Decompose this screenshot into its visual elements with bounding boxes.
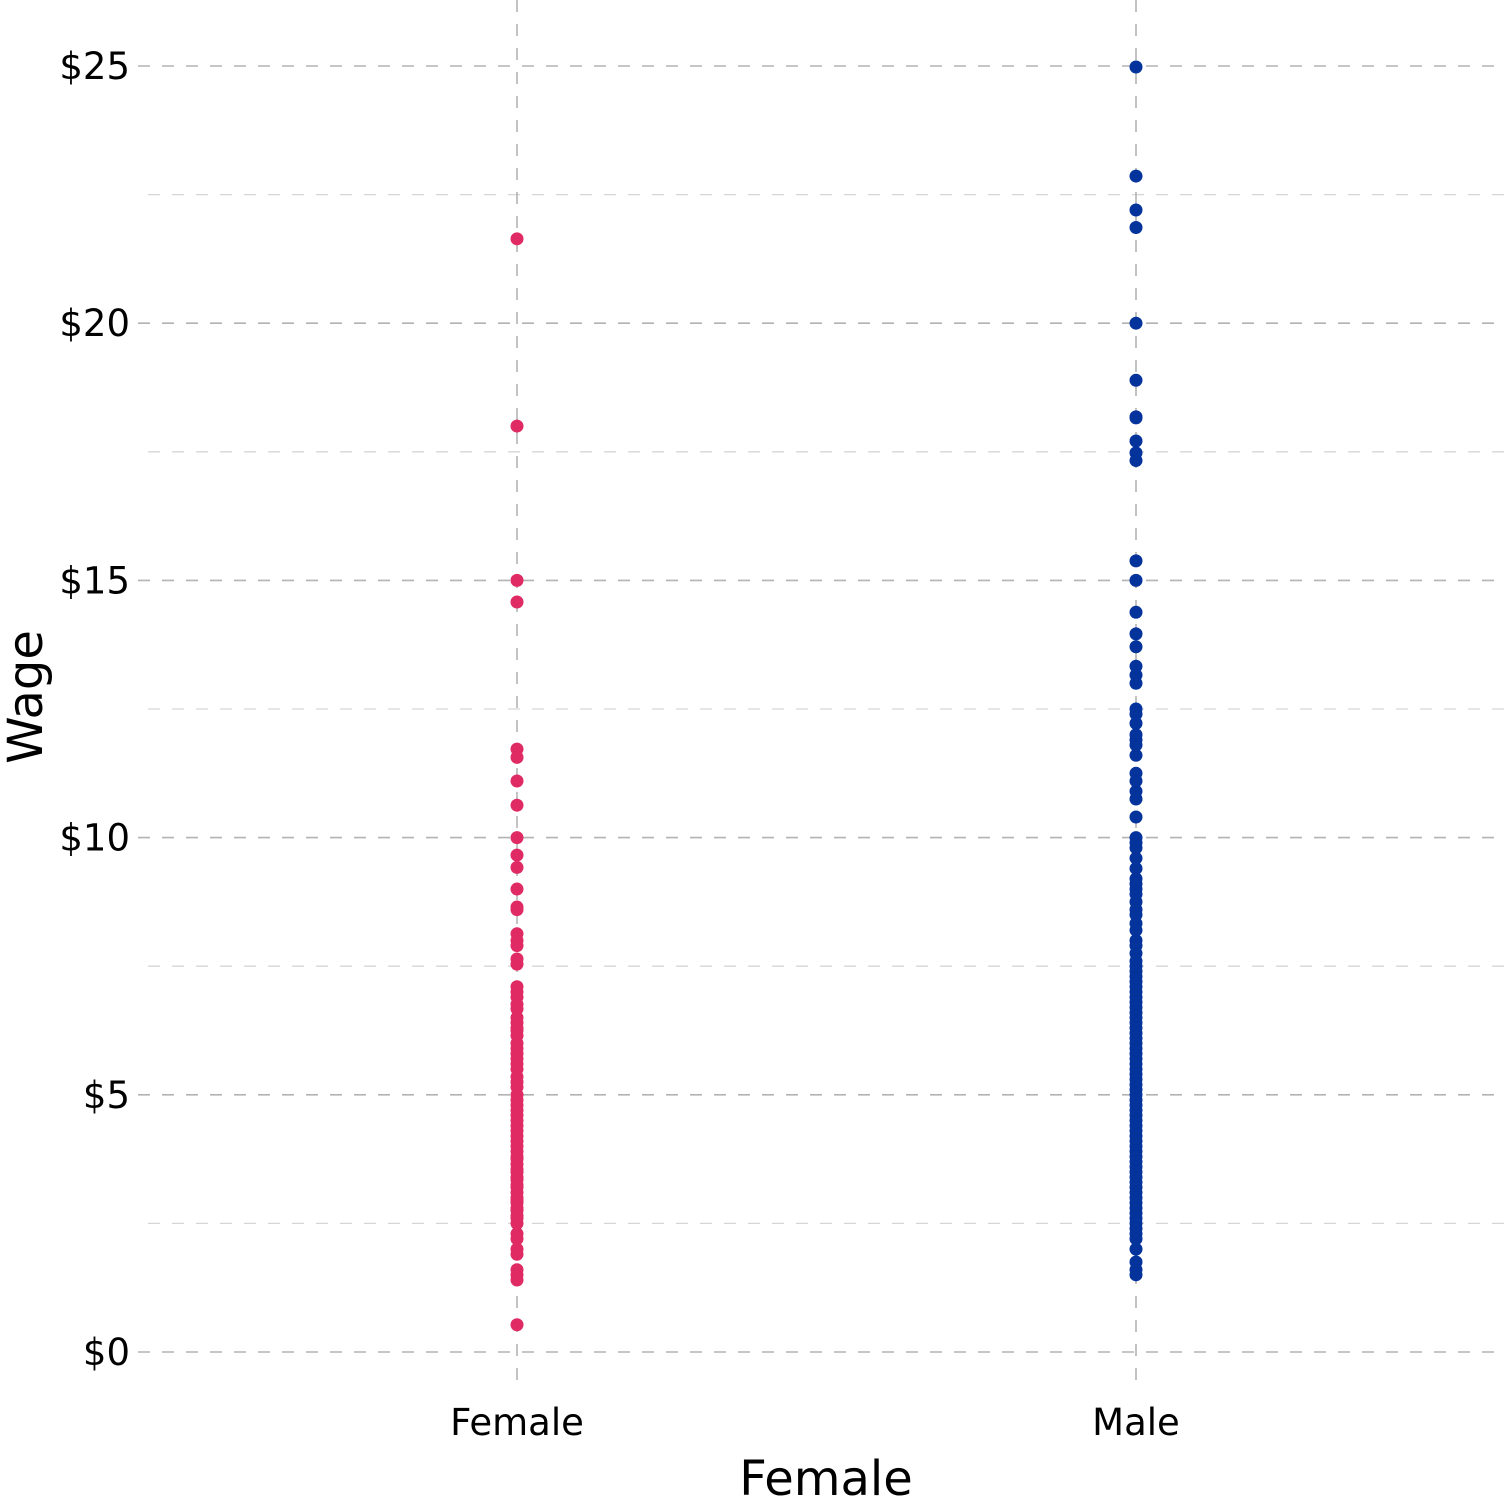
data-point-female bbox=[510, 1232, 524, 1246]
data-point-male bbox=[1129, 203, 1143, 217]
data-point-male bbox=[1129, 923, 1143, 937]
data-point-male bbox=[1129, 627, 1143, 641]
data-point-female bbox=[510, 1318, 524, 1332]
data-points bbox=[510, 60, 1143, 1332]
data-point-female bbox=[510, 419, 524, 433]
y-tick-label: $10 bbox=[59, 817, 130, 860]
data-point-female bbox=[510, 1273, 524, 1287]
x-tick-label-female: Female bbox=[450, 1401, 584, 1444]
y-tick-label: $0 bbox=[83, 1331, 130, 1374]
data-point-male bbox=[1129, 573, 1143, 587]
data-point-male bbox=[1129, 605, 1143, 619]
data-point-male bbox=[1129, 454, 1143, 468]
data-point-male bbox=[1129, 1242, 1143, 1256]
data-point-male bbox=[1129, 707, 1143, 721]
x-tick-label-male: Male bbox=[1092, 1401, 1180, 1444]
data-point-female bbox=[510, 848, 524, 862]
x-axis-tick-labels: Female Male bbox=[450, 1401, 1180, 1444]
data-point-female bbox=[510, 860, 524, 874]
data-point-male bbox=[1129, 1232, 1143, 1246]
data-point-male bbox=[1129, 411, 1143, 425]
data-point-male bbox=[1129, 221, 1143, 235]
y-tick-label: $5 bbox=[83, 1074, 130, 1117]
data-point-male bbox=[1129, 748, 1143, 762]
data-point-female bbox=[510, 957, 524, 971]
data-point-male bbox=[1129, 774, 1143, 788]
data-point-female bbox=[510, 939, 524, 953]
data-point-female bbox=[510, 1216, 524, 1230]
data-point-male bbox=[1129, 738, 1143, 752]
y-tick-label: $15 bbox=[59, 559, 130, 602]
y-axis-tick-labels: $0 $5 $10 $15 $20 $25 bbox=[59, 45, 130, 1374]
data-point-male bbox=[1129, 716, 1143, 730]
data-point-female bbox=[510, 831, 524, 845]
series-female bbox=[510, 232, 524, 1332]
data-point-female bbox=[510, 573, 524, 587]
data-point-male bbox=[1129, 841, 1143, 855]
data-point-female bbox=[510, 232, 524, 246]
data-point-male bbox=[1129, 810, 1143, 824]
x-axis-title: Female bbox=[739, 1451, 913, 1507]
data-point-male bbox=[1129, 640, 1143, 654]
data-point-female bbox=[510, 882, 524, 896]
data-point-male bbox=[1129, 169, 1143, 183]
data-point-male bbox=[1129, 792, 1143, 806]
data-point-male bbox=[1129, 554, 1143, 568]
data-point-male bbox=[1129, 1268, 1143, 1282]
y-tick-label: $20 bbox=[59, 302, 130, 345]
data-point-female bbox=[510, 798, 524, 812]
data-point-male bbox=[1129, 373, 1143, 387]
data-point-male bbox=[1129, 434, 1143, 448]
series-male bbox=[1129, 60, 1143, 1282]
data-point-male bbox=[1129, 60, 1143, 74]
data-point-female bbox=[510, 595, 524, 609]
y-axis-title: Wage bbox=[0, 630, 54, 764]
data-point-female bbox=[510, 903, 524, 917]
data-point-female bbox=[510, 774, 524, 788]
data-point-male bbox=[1129, 851, 1143, 865]
data-point-male bbox=[1129, 316, 1143, 330]
data-point-female bbox=[510, 750, 524, 764]
data-point-female bbox=[510, 1247, 524, 1261]
data-point-male bbox=[1129, 861, 1143, 875]
y-tick-label: $25 bbox=[59, 45, 130, 88]
data-point-male bbox=[1129, 676, 1143, 690]
grid-layer bbox=[138, 0, 1504, 1392]
